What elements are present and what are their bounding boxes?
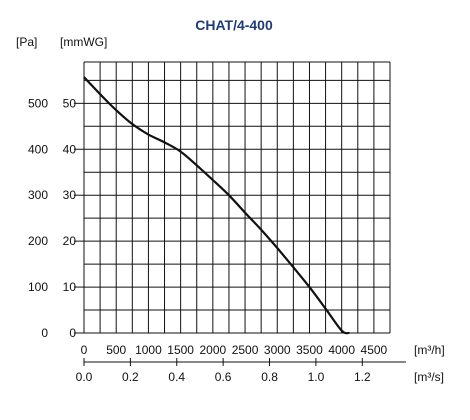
x-tick-label-m3h: 2000 xyxy=(199,343,226,357)
y-tick-label-pa: 100 xyxy=(28,280,48,294)
curve-layer xyxy=(83,76,350,335)
x-tick-label-m3h: 500 xyxy=(106,343,126,357)
chart-title: CHAT/4-400 xyxy=(195,17,273,33)
x-tick-label-m3h: 1000 xyxy=(135,343,162,357)
x-tick-label-m3s: 1.0 xyxy=(308,370,325,384)
y-unit-pa-label: [Pa] xyxy=(16,35,37,49)
y-unit-mmwg-label: [mmWG] xyxy=(60,35,107,49)
x-tick-label-m3s: 0.6 xyxy=(215,370,232,384)
y-tick-label-pa: 0 xyxy=(41,326,48,340)
y-tick-label-pa: 400 xyxy=(28,142,48,156)
y-tick-label-pa: 300 xyxy=(28,188,48,202)
x-unit-m3s-label: [m³/s] xyxy=(414,370,444,384)
y-tick-label-mmwg: 20 xyxy=(63,234,77,248)
y-tick-label-mmwg: 40 xyxy=(63,142,77,156)
x-tick-label-m3h: 4000 xyxy=(328,343,355,357)
performance-curve xyxy=(83,76,350,335)
y-tick-label-pa: 500 xyxy=(28,96,48,110)
x-tick-label-m3s: 0.2 xyxy=(122,370,139,384)
x-tick-label-m3h: 2500 xyxy=(232,343,259,357)
y-tick-label-mmwg: 10 xyxy=(63,280,77,294)
x-tick-label-m3h: 1500 xyxy=(167,343,194,357)
x-unit-m3h-label: [m³/h] xyxy=(414,343,445,357)
x-tick-label-m3s: 0.0 xyxy=(76,370,93,384)
x-tick-label-m3h: 4500 xyxy=(361,343,388,357)
x-tick-label-m3s: 0.4 xyxy=(168,370,185,384)
x-tick-label-m3s: 1.2 xyxy=(354,370,371,384)
y-tick-label-pa: 200 xyxy=(28,234,48,248)
grid-lines xyxy=(83,61,391,334)
x-tick-label-m3h: 3000 xyxy=(264,343,291,357)
x-tick-label-m3h: 3500 xyxy=(296,343,323,357)
y-tick-label-mmwg: 0 xyxy=(69,326,76,340)
x-tick-label-m3h: 0 xyxy=(81,343,88,357)
x-tick-label-m3s: 0.8 xyxy=(261,370,278,384)
y-tick-label-mmwg: 30 xyxy=(63,188,77,202)
y-tick-label-mmwg: 50 xyxy=(63,96,77,110)
